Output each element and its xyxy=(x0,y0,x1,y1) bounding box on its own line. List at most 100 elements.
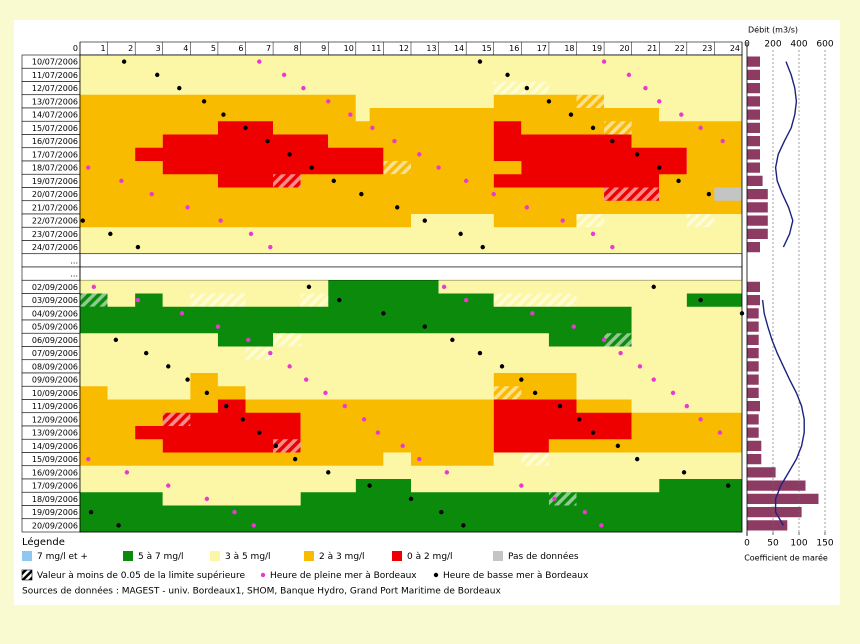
hour-label: 15 xyxy=(482,44,492,53)
legend-swatch xyxy=(304,551,314,561)
flow-bar xyxy=(747,96,760,107)
high-tide xyxy=(91,284,96,290)
cell xyxy=(80,412,163,427)
low-tide xyxy=(590,430,596,435)
cell xyxy=(80,68,742,82)
flow-bar xyxy=(747,493,819,504)
coef-tick-label: 0 xyxy=(744,539,750,549)
row-label: 15/09/2006 xyxy=(32,455,78,464)
cell xyxy=(493,121,522,135)
cell xyxy=(80,399,218,414)
low-tide xyxy=(634,152,640,157)
flow-bar xyxy=(747,387,759,398)
cell xyxy=(659,479,742,493)
cell xyxy=(300,412,494,427)
coef-tick-label: 50 xyxy=(767,539,779,549)
hour-label: 24 xyxy=(730,44,740,53)
high-tide xyxy=(86,456,91,462)
cell xyxy=(355,94,494,109)
high-tide xyxy=(204,496,210,502)
cell xyxy=(80,81,742,96)
high-tide xyxy=(215,324,221,329)
legend-label: Valeur à moins de 0.05 de la limite supé… xyxy=(37,570,245,581)
low-tide xyxy=(367,483,372,488)
cell xyxy=(190,373,218,387)
low-tide xyxy=(546,99,552,104)
flow-bar xyxy=(747,334,759,345)
high-tide xyxy=(582,509,587,515)
cell xyxy=(80,333,218,347)
empty-row xyxy=(79,253,743,268)
high-tide xyxy=(698,417,703,422)
high-tide xyxy=(651,377,656,382)
cell xyxy=(217,399,246,414)
hour-label: 4 xyxy=(183,44,188,53)
cell xyxy=(355,108,370,122)
low-tide xyxy=(257,430,262,435)
hour-label: 14 xyxy=(454,44,464,53)
hatch xyxy=(493,81,549,95)
low-tide xyxy=(651,284,656,290)
legend-label: 3 à 5 mg/l xyxy=(225,552,271,562)
low-tide xyxy=(116,523,121,528)
low-tide xyxy=(395,205,400,210)
low-tide xyxy=(461,523,466,528)
flow-bar xyxy=(747,175,763,186)
low-tide xyxy=(223,403,229,409)
hour-label: 22 xyxy=(675,44,685,53)
cell xyxy=(659,174,742,188)
legend-swatch xyxy=(493,551,503,561)
cell xyxy=(493,134,632,149)
low-tide xyxy=(166,364,171,369)
low-tide xyxy=(337,297,342,303)
flow-bar xyxy=(747,56,760,67)
cell xyxy=(493,373,577,387)
low-tide xyxy=(240,417,245,422)
high-tide xyxy=(185,205,190,210)
flow-bar xyxy=(747,414,759,425)
cell xyxy=(162,134,329,149)
cell xyxy=(383,161,522,175)
cell xyxy=(493,147,687,162)
high-tide xyxy=(552,496,557,502)
cell xyxy=(300,492,742,506)
cell xyxy=(162,439,301,453)
low-tide xyxy=(381,311,386,316)
low-tide xyxy=(657,165,662,170)
high-tide xyxy=(303,377,309,382)
row-label: 10/09/2006 xyxy=(32,389,78,398)
flow-bar xyxy=(747,348,759,359)
cell xyxy=(80,214,411,228)
cell xyxy=(493,174,660,188)
high-tide xyxy=(251,523,256,528)
low-tide xyxy=(505,72,510,78)
high-tide xyxy=(370,125,375,131)
legend-swatch xyxy=(123,551,133,561)
hatch xyxy=(604,333,632,347)
row-label: 19/07/2006 xyxy=(32,177,78,186)
row-label: 08/09/2006 xyxy=(32,362,78,371)
high-tide xyxy=(86,165,91,170)
cell xyxy=(80,505,742,520)
high-tide xyxy=(166,483,171,488)
low-tide xyxy=(306,284,312,290)
cell xyxy=(245,386,494,400)
cell xyxy=(135,426,301,440)
high-tide xyxy=(657,99,662,104)
low-tide xyxy=(477,59,483,64)
high-tide xyxy=(463,178,469,184)
row-label: 15/07/2006 xyxy=(32,124,78,133)
hatch xyxy=(80,293,108,307)
hour-label: 11 xyxy=(371,44,381,53)
cell xyxy=(80,359,742,374)
row-label: 21/07/2006 xyxy=(32,203,78,212)
low-tide xyxy=(292,456,298,462)
flow-bar xyxy=(747,162,760,173)
low-tide xyxy=(524,85,530,91)
flow-bar xyxy=(747,480,806,491)
legend-label: 5 à 7 mg/l xyxy=(138,552,184,562)
legend-title: Légende xyxy=(22,536,65,548)
low-tide xyxy=(422,324,427,329)
coef-tick-label: 100 xyxy=(790,539,807,549)
flow-tick-label: 0 xyxy=(744,40,750,50)
